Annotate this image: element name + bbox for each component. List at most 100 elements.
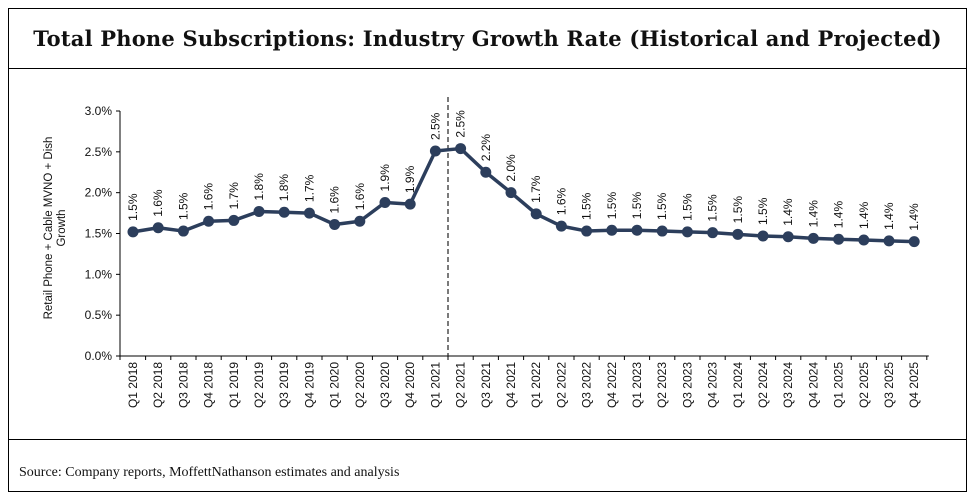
data-point [908,236,920,248]
data-label: 1.5% [756,197,770,225]
data-label: 2.0% [504,154,518,182]
data-point [807,232,819,244]
data-label: 2.5% [454,110,468,138]
x-tick-label: Q2 2023 [655,362,669,408]
x-tick-label: Q3 2018 [176,362,190,408]
data-point [429,145,441,157]
data-label: 2.2% [479,134,493,162]
y-tick-label: 3.0% [85,104,113,118]
data-label: 1.4% [832,201,846,229]
x-tick-label: Q2 2025 [857,362,871,408]
data-label: 1.6% [202,183,216,211]
data-point [329,219,341,231]
x-tick-label: Q2 2020 [353,362,367,408]
data-point [404,198,416,210]
y-tick-label: 1.0% [85,267,113,281]
data-label: 1.9% [403,165,417,193]
data-label: 1.4% [781,198,795,226]
data-point [858,234,870,246]
data-point [203,215,215,227]
x-tick-label: Q3 2019 [277,362,291,408]
data-point [757,230,769,242]
data-point [681,226,693,238]
x-tick-label: Q4 2022 [605,362,619,408]
data-point [455,143,467,155]
x-tick-label: Q4 2023 [706,362,720,408]
data-point [631,224,643,236]
chart-frame: Total Phone Subscriptions: Industry Grow… [8,8,967,492]
data-label: 1.6% [353,183,367,211]
data-label: 1.5% [680,193,694,221]
y-tick-label: 2.0% [85,186,113,200]
data-label: 1.7% [529,175,543,203]
title-band: Total Phone Subscriptions: Industry Grow… [9,9,966,69]
data-point [707,227,719,239]
x-tick-label: Q2 2022 [554,362,568,408]
x-tick-label: Q2 2021 [454,362,468,408]
data-label: 2.5% [428,112,442,140]
data-point [530,208,542,220]
data-point [883,235,895,247]
x-tick-label: Q3 2021 [479,362,493,408]
x-tick-label: Q1 2022 [529,362,543,408]
y-tick-label: 1.5% [85,227,113,241]
data-point [253,205,265,217]
data-point [656,225,668,237]
x-tick-label: Q3 2023 [680,362,694,408]
chart-title: Total Phone Subscriptions: Industry Grow… [33,26,942,51]
data-label: 1.9% [378,164,392,192]
data-point [228,214,240,226]
data-label: 1.5% [731,196,745,224]
data-label: 1.5% [580,192,594,220]
data-point [379,196,391,208]
y-tick-label: 0.5% [85,308,113,322]
data-point [177,225,189,237]
x-tick-label: Q1 2024 [731,362,745,408]
data-point [833,233,845,245]
x-tick-label: Q1 2020 [328,362,342,408]
data-label: 1.6% [554,187,568,215]
data-label: 1.5% [605,192,619,220]
data-label: 1.4% [882,202,896,230]
data-point [354,215,366,227]
x-tick-label: Q4 2019 [302,362,316,408]
data-label: 1.5% [126,193,140,221]
x-tick-label: Q3 2020 [378,362,392,408]
y-tick-label: 0.0% [85,349,113,363]
data-label: 1.6% [328,186,342,214]
data-label: 1.6% [151,189,165,217]
x-tick-label: Q2 2024 [756,362,770,408]
x-tick-label: Q1 2021 [428,362,442,408]
data-point [152,222,164,234]
data-label: 1.8% [277,174,291,202]
source-note: Source: Company reports, MoffettNathanso… [19,465,400,480]
x-tick-label: Q1 2023 [630,362,644,408]
data-point [782,231,794,243]
series-line [132,146,915,244]
y-axis-title: Retail Phone + Cable MVNO + DishGrowth [43,137,68,320]
data-point [606,224,618,236]
data-label: 1.7% [227,182,241,210]
data-point [732,228,744,240]
x-tick-label: Q1 2019 [227,362,241,408]
data-point [555,220,567,232]
x-tick-label: Q4 2018 [202,362,216,408]
x-tick-label: Q3 2024 [781,362,795,408]
data-point [303,207,315,219]
x-tick-label: Q3 2025 [882,362,896,408]
data-label: 1.5% [176,192,190,220]
data-point [581,225,593,237]
x-tick-label: Q3 2022 [580,362,594,408]
x-tick-label: Q4 2024 [806,362,820,408]
x-tick-label: Q2 2019 [252,362,266,408]
data-label: 1.7% [302,174,316,202]
data-label: 1.5% [706,194,720,222]
data-point [278,206,290,218]
data-point [127,226,139,238]
x-tick-label: Q1 2018 [126,362,140,408]
data-label: 1.8% [252,173,266,201]
data-point [480,166,492,178]
x-tick-label: Q2 2018 [151,362,165,408]
y-tick-label: 2.5% [85,145,113,159]
